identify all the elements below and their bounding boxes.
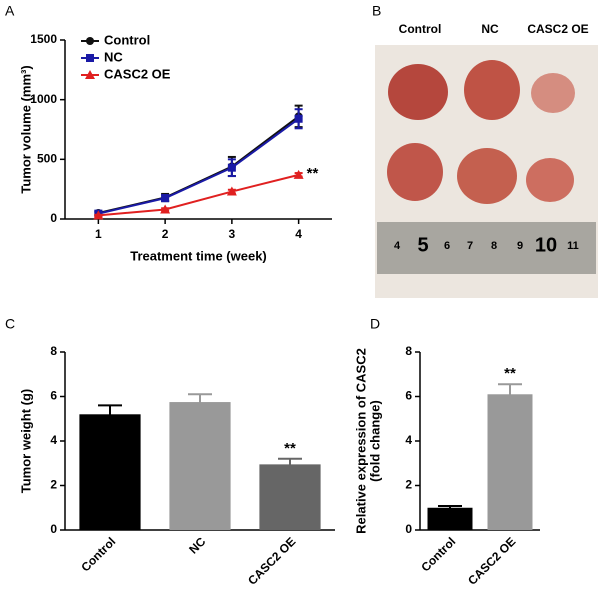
y-tick-label: 0 [50,211,57,225]
legend-label: CASC2 OE [104,66,171,81]
ruler-number: 9 [517,240,523,252]
annotation: ** [504,365,516,382]
x-tick-label: 2 [162,227,169,241]
panel-label: D [370,316,380,332]
line [98,173,299,217]
y-tick-label: 4 [50,433,57,447]
x-tick-label: Control [78,534,118,574]
marker [226,186,237,196]
y-tick-label: 500 [37,152,57,166]
x-tick-label: CASC2 OE [465,534,518,587]
y-tick-label: 8 [405,344,412,358]
y-tick-label: 4 [405,433,412,447]
y-tick-label: 0 [50,522,57,536]
photo-column-label: Control [399,22,442,36]
bar [169,402,231,530]
x-tick-label: 4 [295,227,302,241]
photo-column-label: CASC2 OE [527,22,588,36]
y-axis-label: (fold change) [367,400,382,482]
ruler-number: 7 [467,240,473,252]
ruler-number: 10 [535,234,557,256]
y-axis-label: Tumor weight (g) [18,389,33,493]
annotation: ** [284,440,296,457]
marker [227,163,236,172]
panel-label: A [5,3,15,19]
marker [161,194,170,203]
ruler-number: 11 [567,240,579,252]
annotation: ** [307,165,319,182]
y-tick-label: 1500 [30,32,57,46]
x-axis-label: Treatment time (week) [130,248,267,263]
y-tick-label: 8 [50,344,57,358]
ruler-number: 6 [444,240,450,252]
ruler-number: 5 [417,234,428,256]
x-tick-label: Control [418,534,458,574]
y-tick-label: 6 [50,389,57,403]
legend-label: Control [104,32,150,47]
bar [427,507,473,530]
marker [85,70,95,79]
y-tick-label: 2 [50,478,57,492]
x-tick-label: 3 [229,227,236,241]
ruler-number: 8 [491,240,497,252]
ruler-number: 4 [394,240,401,252]
legend-label: NC [104,49,123,64]
y-axis-label: Tumor volume (mm³) [18,65,33,193]
tumors [387,60,575,204]
photo-column-label: NC [481,22,499,36]
ruler [377,222,596,274]
panel-label: B [372,3,381,19]
y-tick-label: 1000 [30,92,57,106]
marker [86,54,94,62]
marker [86,37,94,45]
y-axis-label: Relative expression of CASC2 [353,348,368,534]
line [98,117,300,215]
marker [294,114,303,123]
y-tick-label: 0 [405,522,412,536]
marker [160,204,171,214]
y-tick-label: 6 [405,389,412,403]
marker [293,169,304,179]
x-tick-label: 1 [95,227,102,241]
bar [259,464,321,530]
y-tick-label: 2 [405,478,412,492]
marker [93,210,104,220]
x-tick-label: CASC2 OE [245,534,298,587]
panel-label: C [5,316,15,332]
bar [79,414,141,530]
line [98,115,300,215]
bar [487,394,533,530]
x-tick-label: NC [186,534,208,556]
